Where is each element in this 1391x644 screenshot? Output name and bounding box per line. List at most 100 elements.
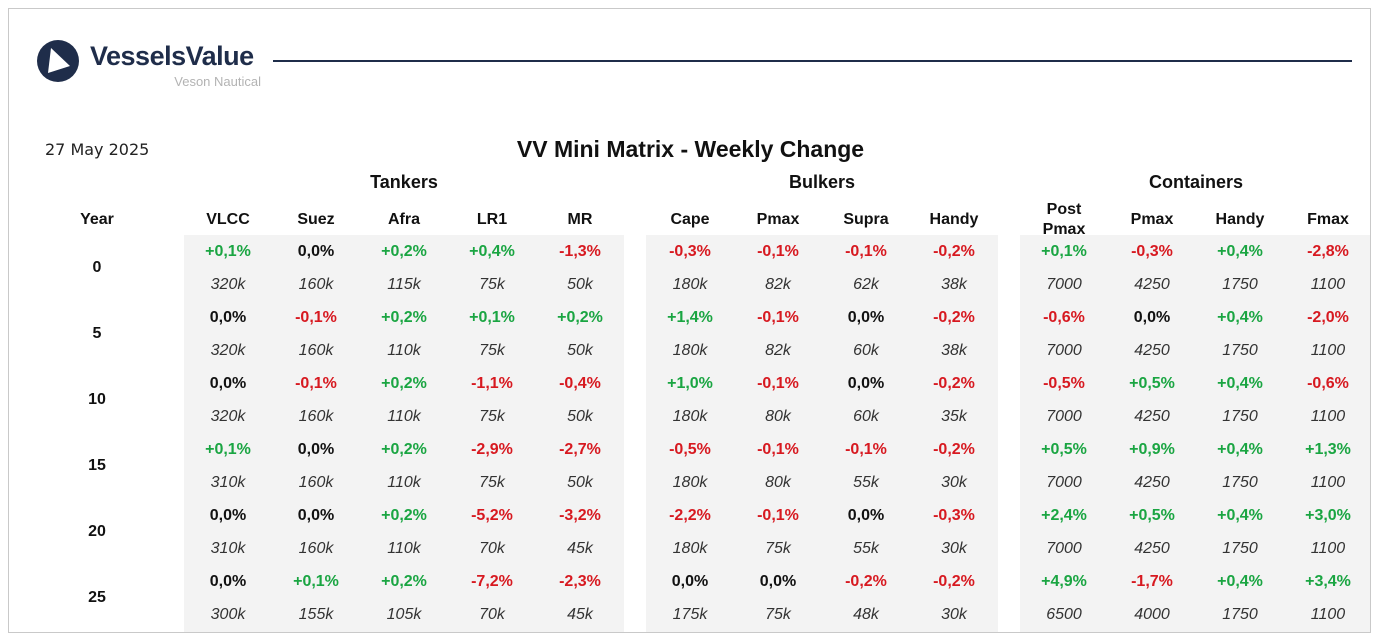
- size-cell: 70k: [479, 539, 505, 557]
- size-cell: 4000: [1134, 605, 1170, 623]
- change-cell: -0,3%: [933, 506, 975, 524]
- change-cell: +0,5%: [1129, 374, 1175, 392]
- size-cell: 80k: [765, 473, 791, 491]
- column-header-bulkers-handy: Handy: [929, 211, 979, 228]
- report-title: VV Mini Matrix - Weekly Change: [516, 136, 865, 162]
- change-cell: +1,0%: [667, 374, 713, 392]
- size-cell: 160k: [298, 275, 334, 293]
- change-cell: -0,5%: [669, 440, 711, 458]
- size-cell: 50k: [567, 275, 593, 293]
- change-cell: -0,2%: [933, 242, 975, 260]
- change-cell: +0,2%: [557, 308, 603, 326]
- change-cell: -0,2%: [933, 308, 975, 326]
- column-header-tankers-suez: Suez: [297, 211, 335, 228]
- size-cell: 1750: [1222, 539, 1258, 557]
- size-cell: 160k: [298, 539, 334, 557]
- change-cell: 0,0%: [297, 242, 335, 260]
- size-cell: 60k: [853, 407, 879, 425]
- column-header-containers-post-pmax: Post Pmax: [1042, 201, 1086, 238]
- size-cell: 70k: [479, 605, 505, 623]
- size-cell: 4250: [1134, 407, 1170, 425]
- size-cell: 62k: [853, 275, 879, 293]
- column-header-tankers-vlcc: VLCC: [206, 211, 250, 228]
- bulkers-panel: [646, 235, 998, 632]
- size-cell: 110k: [387, 341, 421, 359]
- size-cell: 160k: [298, 473, 334, 491]
- size-cell: 105k: [386, 605, 422, 623]
- size-cell: 75k: [479, 407, 505, 425]
- change-cell: -2,7%: [559, 440, 601, 458]
- size-cell: 180k: [672, 341, 708, 359]
- size-cell: 4250: [1134, 473, 1170, 491]
- change-cell: 0,0%: [209, 572, 247, 590]
- change-cell: +0,4%: [1217, 308, 1263, 326]
- size-cell: 1750: [1222, 605, 1258, 623]
- size-cell: 75k: [765, 605, 791, 623]
- change-cell: -0,1%: [757, 374, 799, 392]
- size-cell: 55k: [853, 473, 879, 491]
- size-cell: 50k: [567, 473, 593, 491]
- change-cell: +3,0%: [1305, 506, 1351, 524]
- vesselsvalue-logo: VesselsValue Veson Nautical: [36, 37, 276, 99]
- size-cell: 110k: [387, 473, 421, 491]
- size-cell: 38k: [941, 275, 967, 293]
- change-cell: 0,0%: [847, 506, 885, 524]
- change-cell: -0,6%: [1043, 308, 1085, 326]
- change-cell: +0,1%: [205, 440, 251, 458]
- size-cell: 30k: [941, 473, 967, 491]
- change-cell: 0,0%: [671, 572, 709, 590]
- size-cell: 75k: [479, 341, 505, 359]
- size-cell: 1100: [1310, 407, 1346, 425]
- logo-play-icon: [37, 40, 79, 82]
- size-cell: 6500: [1046, 605, 1082, 623]
- change-cell: -7,2%: [471, 572, 513, 590]
- change-cell: +0,4%: [1217, 242, 1263, 260]
- change-cell: +0,2%: [381, 440, 427, 458]
- size-cell: 180k: [672, 473, 708, 491]
- containers-group-label: Containers: [1148, 172, 1244, 192]
- size-cell: 1100: [1310, 605, 1346, 623]
- change-cell: -0,1%: [295, 308, 337, 326]
- size-cell: 4250: [1134, 275, 1170, 293]
- tankers-group-label: Tankers: [370, 172, 438, 192]
- change-cell: -1,7%: [1131, 572, 1173, 590]
- size-cell: 4250: [1134, 539, 1170, 557]
- column-header-containers-pmax: Pmax: [1130, 211, 1174, 228]
- change-cell: +0,5%: [1129, 506, 1175, 524]
- tankers-panel: [184, 235, 624, 632]
- change-cell: +0,4%: [1217, 440, 1263, 458]
- size-cell: 180k: [672, 539, 708, 557]
- size-cell: 160k: [298, 341, 334, 359]
- change-cell: +4,9%: [1041, 572, 1087, 590]
- size-cell: 320k: [210, 275, 246, 293]
- change-cell: +0,1%: [1041, 242, 1087, 260]
- change-cell: -2,2%: [669, 506, 711, 524]
- size-cell: 75k: [479, 473, 505, 491]
- year-label: 0: [92, 259, 102, 276]
- column-header-containers-handy: Handy: [1215, 211, 1265, 228]
- change-cell: +0,9%: [1129, 440, 1175, 458]
- size-cell: 45k: [567, 605, 593, 623]
- change-cell: -0,1%: [757, 506, 799, 524]
- size-cell: 75k: [765, 539, 791, 557]
- size-cell: 30k: [941, 539, 967, 557]
- change-cell: -0,2%: [845, 572, 887, 590]
- size-cell: 82k: [765, 341, 791, 359]
- bulkers-group-label: Bulkers: [788, 172, 856, 192]
- change-cell: -2,8%: [1307, 242, 1349, 260]
- column-header-bulkers-pmax: Pmax: [756, 211, 800, 228]
- column-header-tankers-lr1: LR1: [476, 211, 508, 228]
- size-cell: 38k: [941, 341, 967, 359]
- change-cell: +1,4%: [667, 308, 713, 326]
- size-cell: 7000: [1046, 539, 1082, 557]
- change-cell: 0,0%: [297, 506, 335, 524]
- change-cell: +0,4%: [469, 242, 515, 260]
- change-cell: -0,1%: [295, 374, 337, 392]
- change-cell: +0,1%: [293, 572, 339, 590]
- column-header-tankers-afra: Afra: [387, 211, 420, 228]
- change-cell: 0,0%: [759, 572, 797, 590]
- size-cell: 60k: [853, 341, 879, 359]
- size-cell: 4250: [1134, 341, 1170, 359]
- change-cell: -0,1%: [845, 440, 887, 458]
- size-cell: 155k: [298, 605, 334, 623]
